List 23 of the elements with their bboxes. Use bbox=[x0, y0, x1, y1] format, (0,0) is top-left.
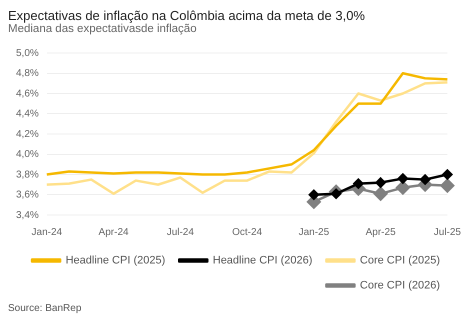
chart-title: Expectativas de inflação na Colômbia acima da meta de 3,0% bbox=[8, 8, 366, 23]
legend-label: Core CPI (2025) bbox=[360, 254, 440, 267]
x-tick-label: Oct-24 bbox=[232, 226, 263, 238]
y-tick-label: 3,4% bbox=[16, 210, 39, 221]
y-tick-label: 3,6% bbox=[16, 190, 39, 200]
x-tick-label: Jul-24 bbox=[166, 226, 194, 238]
x-tick-label: Jul-25 bbox=[434, 226, 462, 238]
y-tick-label: 3,8% bbox=[16, 169, 39, 180]
legend-label: Headline CPI (2026) bbox=[212, 254, 312, 267]
x-tick-label: Jan-25 bbox=[298, 226, 330, 238]
y-tick-label: 4,6% bbox=[16, 88, 39, 100]
y-tick-label: 4,2% bbox=[16, 128, 39, 140]
legend-label: Core CPI (2026) bbox=[360, 280, 440, 292]
x-tick-label: Apr-25 bbox=[366, 226, 396, 238]
x-tick-label: Apr-24 bbox=[98, 226, 130, 238]
y-tick-label: 4,8% bbox=[16, 68, 39, 79]
y-tick-label: 5,0% bbox=[16, 48, 39, 59]
chart-subtitle: Mediana das expectativasde inflação bbox=[8, 23, 198, 35]
source-note: Source: BanRep bbox=[8, 303, 82, 314]
x-tick-label: Jan-24 bbox=[32, 226, 63, 238]
y-tick-label: 4,0% bbox=[16, 149, 39, 160]
y-tick-label: 4,4% bbox=[16, 108, 39, 120]
legend-label: Headline CPI (2025) bbox=[66, 254, 166, 267]
